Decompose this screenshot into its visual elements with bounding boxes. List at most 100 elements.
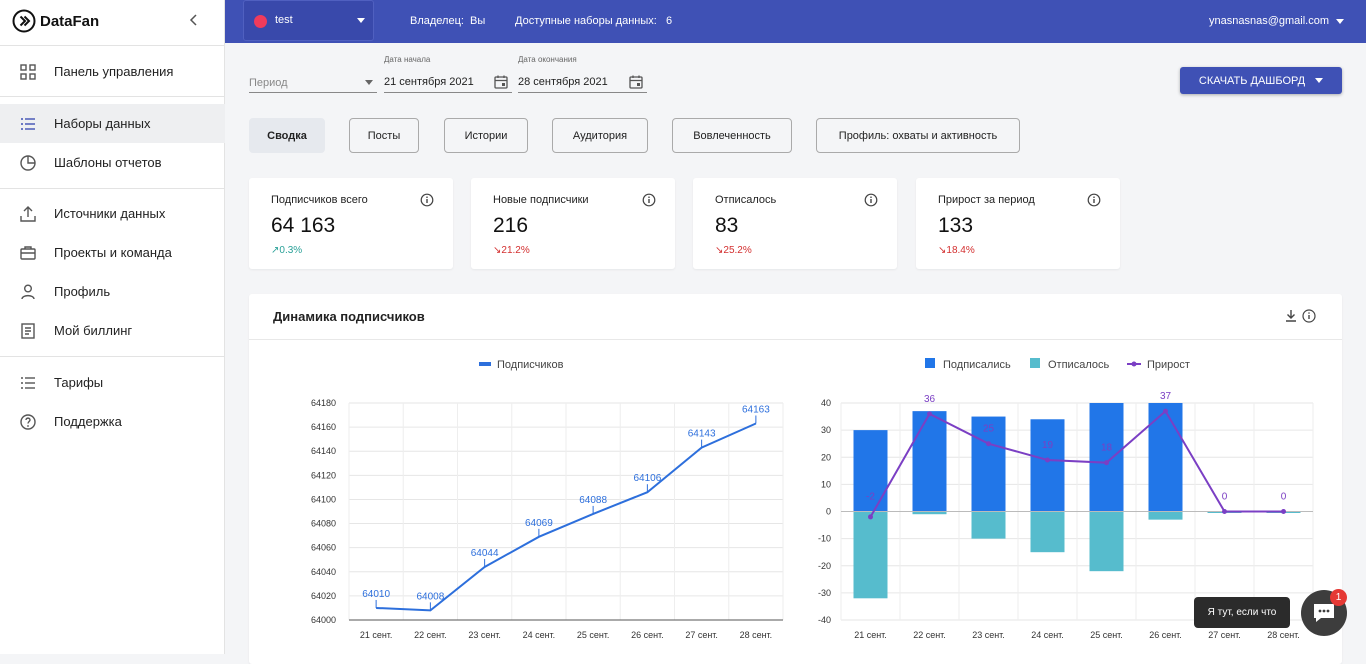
logo-icon	[12, 9, 36, 33]
dataset-selector[interactable]: test	[243, 0, 374, 41]
info-icon[interactable]	[864, 193, 878, 207]
download-icon[interactable]	[1283, 308, 1299, 324]
chat-bubble-icon	[1314, 604, 1334, 622]
data-label: 64008	[416, 591, 444, 602]
calendar-icon[interactable]	[493, 74, 509, 90]
sidebar-item-label: Шаблоны отчетов	[54, 155, 162, 170]
y-tick-label: 64120	[311, 470, 336, 480]
y-tick-label: 30	[821, 425, 831, 435]
arrow-up-right-icon: ↗	[271, 245, 280, 256]
start-date-value: 21 сентября 2021	[384, 76, 474, 88]
top-bar: test Владелец: Вы Доступные наборы данны…	[225, 0, 1366, 43]
kpi-delta: ↘18.4%	[938, 245, 975, 256]
dataset-color-dot	[254, 15, 267, 28]
arrow-down-right-icon: ↘	[715, 245, 724, 256]
data-label: 64010	[362, 589, 390, 600]
legend-label: Подписчиков	[497, 359, 564, 371]
end-date-value: 28 сентября 2021	[518, 76, 608, 88]
x-tick-label: 22 сент.	[414, 630, 447, 640]
chevron-left-icon	[189, 14, 197, 26]
kpi-value: 64 163	[271, 214, 336, 237]
x-tick-label: 24 сент.	[1031, 630, 1064, 640]
sidebar-item-label: Тарифы	[54, 375, 104, 390]
caret-down-icon	[1336, 18, 1344, 24]
tab-summary[interactable]: Сводка	[249, 118, 325, 153]
y-tick-label: 40	[821, 398, 831, 408]
arrow-down-right-icon: ↘	[938, 245, 947, 256]
period-select[interactable]: Период	[249, 73, 377, 93]
y-tick-label: -30	[818, 588, 831, 598]
chat-notification-badge: 1	[1330, 589, 1347, 606]
download-dashboard-button[interactable]: СКАЧАТЬ ДАШБОРД	[1180, 67, 1342, 94]
start-date-field[interactable]: Дата начала 21 сентября 2021	[384, 55, 512, 93]
logo[interactable]: DataFan	[12, 9, 99, 33]
tab-label: Профиль: охваты и активность	[838, 129, 998, 142]
sidebar-item-label: Проекты и команда	[54, 245, 172, 260]
person-icon	[21, 284, 35, 299]
sidebar-item-profile[interactable]: Профиль	[0, 272, 225, 311]
data-label: 64088	[579, 495, 607, 506]
end-date-field[interactable]: Дата окончания 28 сентября 2021	[518, 55, 647, 93]
sidebar-item-projects-team[interactable]: Проекты и команда	[0, 233, 225, 272]
kpi-card-total-subscribers: Подписчиков всего 64 163 ↗0.3%	[249, 178, 453, 269]
data-label: 64069	[525, 518, 553, 529]
sidebar-item-datasets[interactable]: Наборы данных	[0, 104, 225, 143]
subscribed-bar	[912, 411, 947, 512]
tab-engagement[interactable]: Вовлеченность	[672, 118, 792, 153]
y-tick-label: 64100	[311, 494, 336, 504]
y-tick-label: 64000	[311, 615, 336, 625]
unsubscribed-bar	[1030, 511, 1065, 553]
legend-swatch	[925, 358, 935, 368]
sidebar-item-support[interactable]: Поддержка	[0, 402, 225, 441]
x-tick-label: 21 сент.	[360, 630, 393, 640]
sidebar-item-data-sources[interactable]: Источники данных	[0, 194, 225, 233]
kpi-delta: ↘25.2%	[715, 245, 752, 256]
caret-down-icon	[357, 18, 365, 23]
panel-title: Динамика подписчиков	[273, 309, 425, 324]
y-tick-label: -10	[818, 534, 831, 544]
tab-label: Сводка	[267, 129, 307, 142]
data-label: 37	[1160, 391, 1172, 402]
sidebar-item-dashboard[interactable]: Панель управления	[0, 52, 225, 91]
info-icon[interactable]	[1087, 193, 1101, 207]
data-label: 25	[983, 424, 995, 435]
sidebar-item-tariffs[interactable]: Тарифы	[0, 363, 225, 402]
info-icon[interactable]	[642, 193, 656, 207]
x-tick-label: 28 сент.	[740, 630, 773, 640]
sidebar-item-report-templates[interactable]: Шаблоны отчетов	[0, 143, 225, 182]
dashboard-grid-icon	[20, 63, 36, 80]
growth-point	[1045, 457, 1050, 463]
sidebar-item-label: Источники данных	[54, 206, 166, 221]
download-dashboard-label: СКАЧАТЬ ДАШБОРД	[1198, 74, 1306, 87]
tab-label: Истории	[464, 129, 508, 142]
unsubscribed-bar	[853, 511, 888, 599]
sidebar-item-label: Наборы данных	[54, 116, 151, 131]
growth-point	[1222, 509, 1227, 514]
y-tick-label: 20	[821, 452, 831, 462]
user-menu[interactable]: ynasnasnas@gmail.com	[1209, 15, 1344, 27]
sidebar-item-billing[interactable]: Мой биллинг	[0, 311, 225, 350]
collapse-sidebar-button[interactable]	[184, 10, 204, 30]
available-datasets-count: 6	[666, 15, 673, 27]
kpi-card-unsubscribed: Отписалось 83 ↘25.2%	[693, 178, 897, 269]
sidebar-divider	[0, 45, 225, 46]
tab-profile-reach[interactable]: Профиль: охваты и активность	[816, 118, 1020, 153]
calendar-icon[interactable]	[628, 74, 644, 90]
data-label: 18	[1101, 443, 1113, 454]
info-icon[interactable]	[1301, 308, 1317, 324]
subscribers-dynamics-panel: Динамика подписчиков 64000 64020 64040 6406…	[249, 294, 1342, 664]
tab-stories[interactable]: Истории	[444, 118, 528, 153]
kpi-title: Прирост за период	[938, 194, 1035, 206]
unsubscribed-bar	[1089, 511, 1124, 572]
growth-point	[927, 411, 932, 417]
available-datasets-label: Доступные наборы данных:	[515, 15, 657, 27]
info-icon[interactable]	[420, 193, 434, 207]
list-icon	[21, 376, 35, 389]
y-tick-label: 0	[826, 507, 831, 517]
legend-swatch	[1131, 361, 1137, 367]
tab-label: Посты	[367, 129, 401, 142]
data-label: 64163	[742, 404, 770, 415]
x-tick-label: 27 сент.	[1208, 630, 1241, 640]
tab-audience[interactable]: Аудитория	[552, 118, 648, 153]
tab-posts[interactable]: Посты	[349, 118, 419, 153]
